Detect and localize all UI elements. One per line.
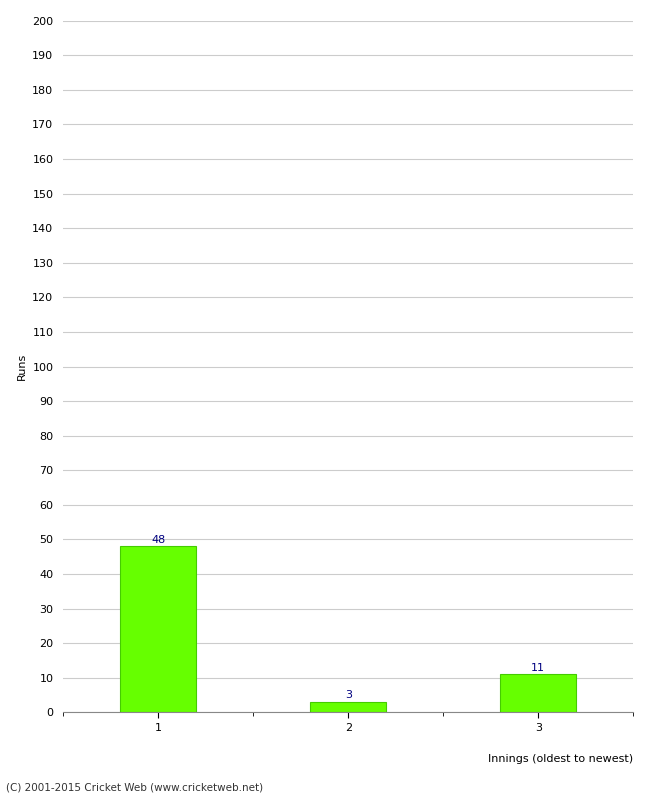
Text: Innings (oldest to newest): Innings (oldest to newest) [488, 754, 633, 764]
Bar [120, 546, 196, 712]
Bar [500, 674, 577, 712]
Bar [310, 702, 386, 712]
Y-axis label: Runs: Runs [17, 353, 27, 380]
Text: (C) 2001-2015 Cricket Web (www.cricketweb.net): (C) 2001-2015 Cricket Web (www.cricketwe… [6, 782, 264, 792]
Text: 3: 3 [344, 690, 352, 700]
Text: 11: 11 [531, 662, 545, 673]
Text: 48: 48 [151, 534, 165, 545]
